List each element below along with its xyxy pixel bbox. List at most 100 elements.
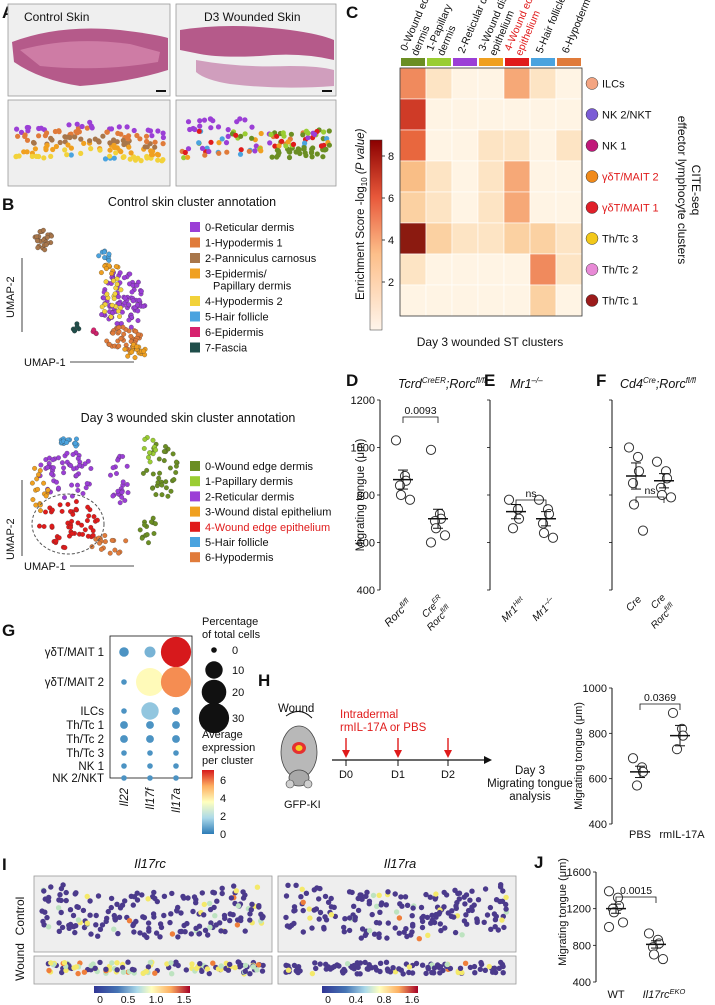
control-st-spot [66,122,72,128]
gene-il17rc-title: Il17rc [134,856,166,871]
il17ra-control-spot [398,894,404,900]
control-st-spot [111,137,117,143]
wound-umap-point [72,440,78,446]
control-st-spot [155,157,161,163]
wound-st-spot [246,148,252,154]
control-st-spot [74,121,80,127]
il17ra-control-spot [357,892,363,898]
control-st-spot [152,144,158,150]
panel-d-ylabel: Migrating tongue (μm) [355,438,367,551]
il17ra-wound-spot [409,970,416,976]
il17ra-control-spot [492,924,498,930]
wound-st-spot [206,148,212,155]
heatmap-cell [451,160,479,193]
row-color-dot [585,263,599,276]
wound-umap-point [124,463,130,469]
d-y-tick-label: 1000 [351,443,375,455]
row-wound-label: Wound [13,943,27,981]
wound-umap-point [56,535,62,541]
il17ra-control-spot [501,924,507,931]
j-group-label: Il17rcEKO [643,987,686,1001]
wound-umap-point [64,450,70,456]
wound-umap-point [88,524,94,530]
row-label: Th/Tc 1 [602,296,638,308]
size-legend-title-2: of total cells [202,629,261,641]
il17ra-wound-spot [447,965,454,972]
wound-umap1-label: UMAP-1 [24,561,66,573]
control-umap-point [118,287,124,293]
row-label: γδT/MAIT 2 [602,172,659,184]
dotplot-dot [172,721,180,729]
wound-umap-point [35,486,41,492]
wound-umap-point [165,493,171,499]
il17rc-wound-spot [81,969,88,975]
il17ra-control-spot [482,886,489,892]
il17rc-wound-spot [48,960,54,966]
heatmap-cell [425,160,453,193]
wound-umap-point [70,511,76,517]
il17rc-wound-spot [169,971,175,977]
wound-st-spot [249,135,255,141]
control-umap-point [122,295,128,301]
column-color-bar [453,58,477,66]
control-umap-point [96,253,102,259]
wound-st-spot [242,131,248,137]
heatmap-cell [451,98,479,131]
il17rc-control-spot [44,914,50,921]
il17rc-control-spot [188,931,194,937]
il17rc-wound-spot [193,965,200,972]
il17ra-control-spot [321,924,327,931]
color-legend-title-1: Average [202,729,243,741]
injection-arrowhead [444,750,452,758]
control-umap-point [127,271,133,277]
control-st-spot [148,152,155,158]
control-st-spot [121,154,127,160]
heatmap-xlabel: Day 3 wounded ST clusters [417,335,564,349]
heatmap-cell [477,67,505,100]
wound-umap-point [148,519,154,525]
heatmap-cell [503,222,531,255]
heatmap-cell [425,67,453,100]
cite-seq-cluster-rows: ILCs NK 2/NKT NK 1 γδT/MAIT 2 γδT/MAIT 1 Th/T… [585,77,659,308]
heatmap-cell [555,98,583,131]
il17rc-control-spot [93,912,99,919]
wound-umap-point [62,545,68,551]
il17rc-control-spot [206,900,213,907]
il17rc-control-spot [56,920,62,926]
wound-st-spot [199,145,206,151]
control-st-spot [57,139,63,146]
f-data-point [656,489,668,501]
enrichment-heatmap [399,67,583,317]
control-st-spot [100,133,106,139]
il17rc-scale-label: 1.0 [149,994,164,1005]
wound-st-spot [201,117,208,123]
j-y-tick-label: 1600 [567,867,591,879]
size-legend-label: 30 [232,713,244,725]
wound-st-spot [252,148,258,154]
panel-e-dotplot: ns [487,399,559,591]
wound-umap-point [41,480,47,486]
panel-i: I Il17rc Il17ra Control Wound 0 0.5 1.0 1.5… [2,855,517,1005]
wound-st-spot [305,130,311,136]
control-he-dermis [20,41,160,69]
control-st-spot [29,153,35,159]
il17rc-control-spot [247,911,253,917]
il17ra-control-spot [399,903,405,909]
control-umap-point [132,355,138,361]
wound-st-spot [219,136,225,142]
wound-umap-point [65,501,71,507]
control-scale-bar [156,90,166,92]
il17rc-wound-spot [103,966,109,972]
il17rc-wound-spot [225,967,232,973]
il17rc-control-spot [119,902,126,908]
row-label: Th/Tc 3 [602,234,638,246]
dotplot-dot [146,721,154,729]
heatmap-cell [503,160,531,193]
wound-umap2-label: UMAP-2 [5,518,17,560]
control-st-spot [160,141,166,147]
control-umap-point [117,270,123,276]
panel-f-group1: Cre [624,594,645,615]
il17rc-wound-spot [250,964,256,970]
injection-label-2: rmIL-17A or PBS [340,722,427,734]
il17ra-control-spot [378,902,384,908]
